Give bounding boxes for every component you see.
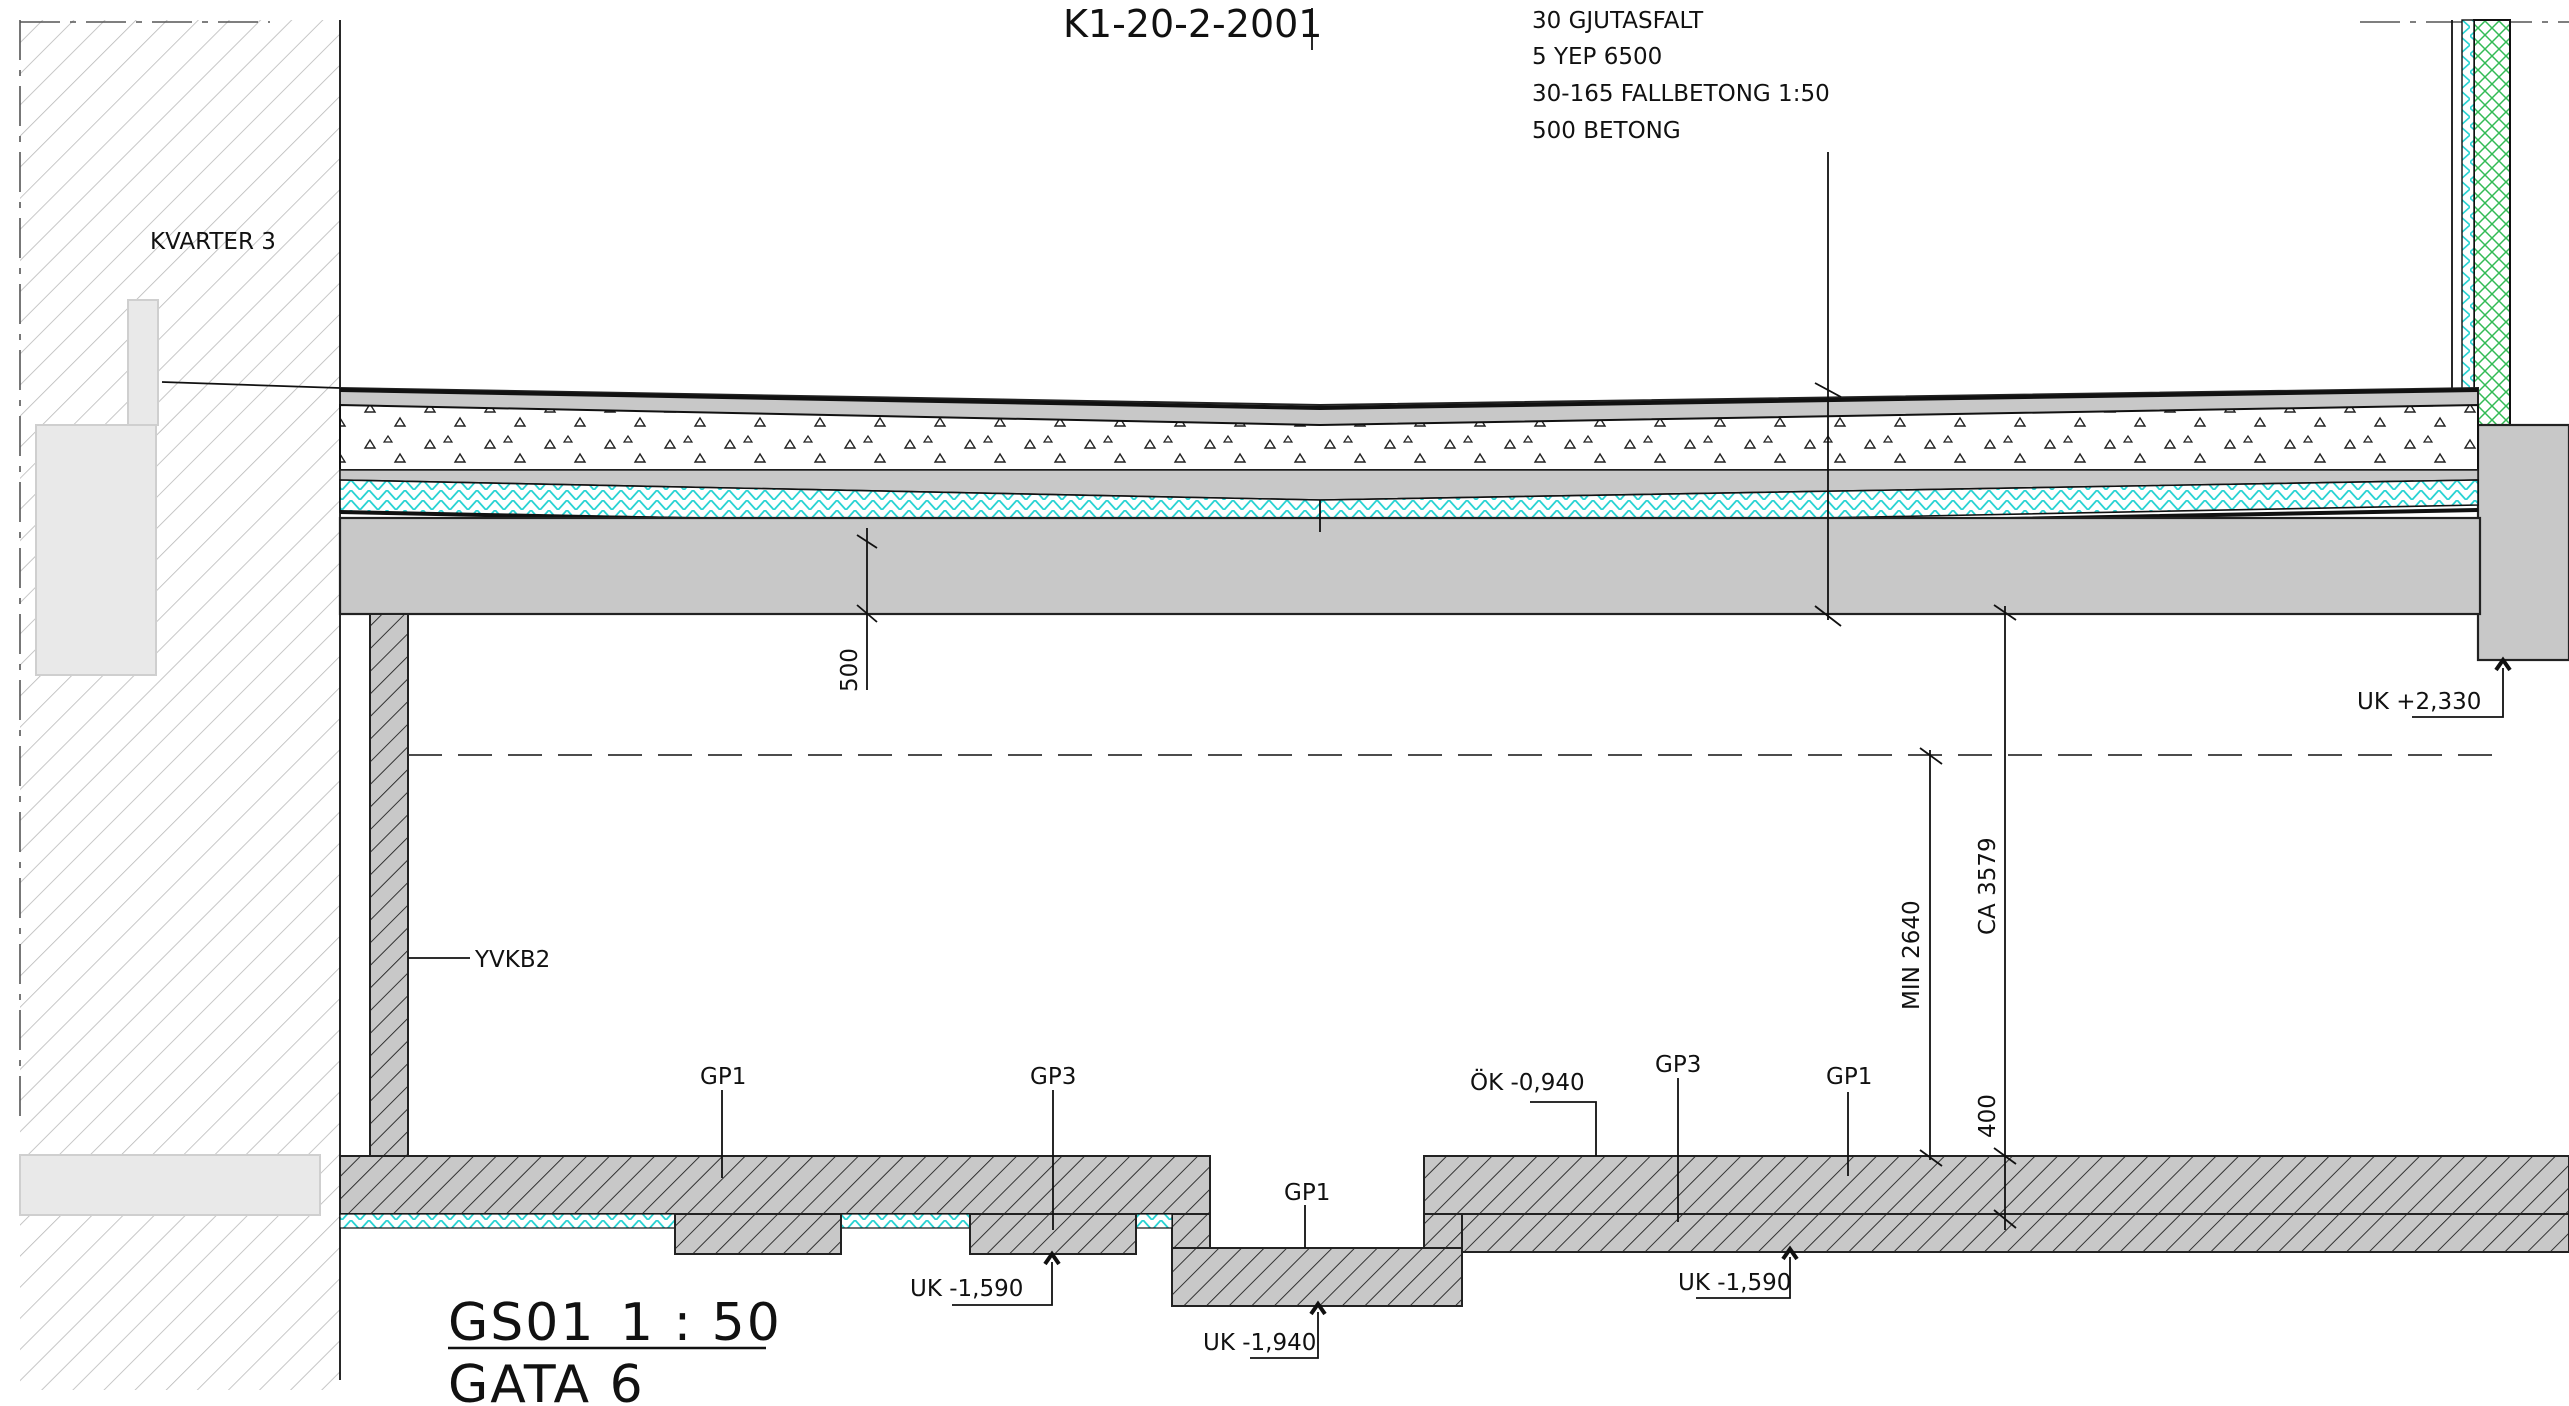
layer-list: 30 GJUTASFALT 5 YEP 6500 30-165 FALLBETO… — [1532, 8, 1830, 144]
layer-3: 30-165 FALLBETONG 1:50 — [1532, 81, 1830, 107]
roof-slab — [338, 386, 2482, 616]
right-wall — [2360, 19, 2569, 662]
wall-yvkb2 — [369, 613, 409, 1157]
slab-dimension: 500 — [837, 648, 863, 692]
base-dimension: 400 — [1975, 1094, 2001, 1138]
gp1-label-c: GP1 — [1284, 1180, 1330, 1206]
wall-label: YVKB2 — [474, 947, 550, 973]
title-block: GS01 1 : 50 GATA 6 — [448, 1293, 782, 1406]
title-scale: 1 : 50 — [620, 1293, 782, 1353]
gp3-label-b: GP3 — [1655, 1052, 1701, 1078]
ca-height-dimension: CA 3579 — [1975, 837, 2001, 935]
ok-level: ÖK -0,940 — [1470, 1068, 1585, 1096]
uk-right-low-level: UK -1,590 — [1678, 1270, 1791, 1296]
annotation-lines — [161, 8, 2512, 1359]
gp1-label-b: GP1 — [1826, 1064, 1872, 1090]
layer-2: 5 YEP 6500 — [1532, 44, 1662, 70]
drawing-reference: K1-20-2-2001 — [1063, 2, 1322, 46]
base-slab — [339, 1155, 2569, 1307]
title-name: GATA 6 — [448, 1355, 645, 1406]
layer-1: 30 GJUTASFALT — [1532, 8, 1704, 34]
gp1-label-a: GP1 — [700, 1064, 746, 1090]
min-height-dimension: MIN 2640 — [1899, 900, 1925, 1010]
left-building — [19, 20, 341, 1390]
uk-right-level: UK +2,330 — [2357, 689, 2481, 715]
uk-mid-level: UK -1,940 — [1203, 1330, 1316, 1356]
uk-left-level: UK -1,590 — [910, 1276, 1023, 1302]
kvarter-label: KVARTER 3 — [150, 229, 276, 255]
layer-4: 500 BETONG — [1532, 118, 1681, 144]
title-code: GS01 — [448, 1293, 595, 1353]
gp3-label-a: GP3 — [1030, 1064, 1076, 1090]
